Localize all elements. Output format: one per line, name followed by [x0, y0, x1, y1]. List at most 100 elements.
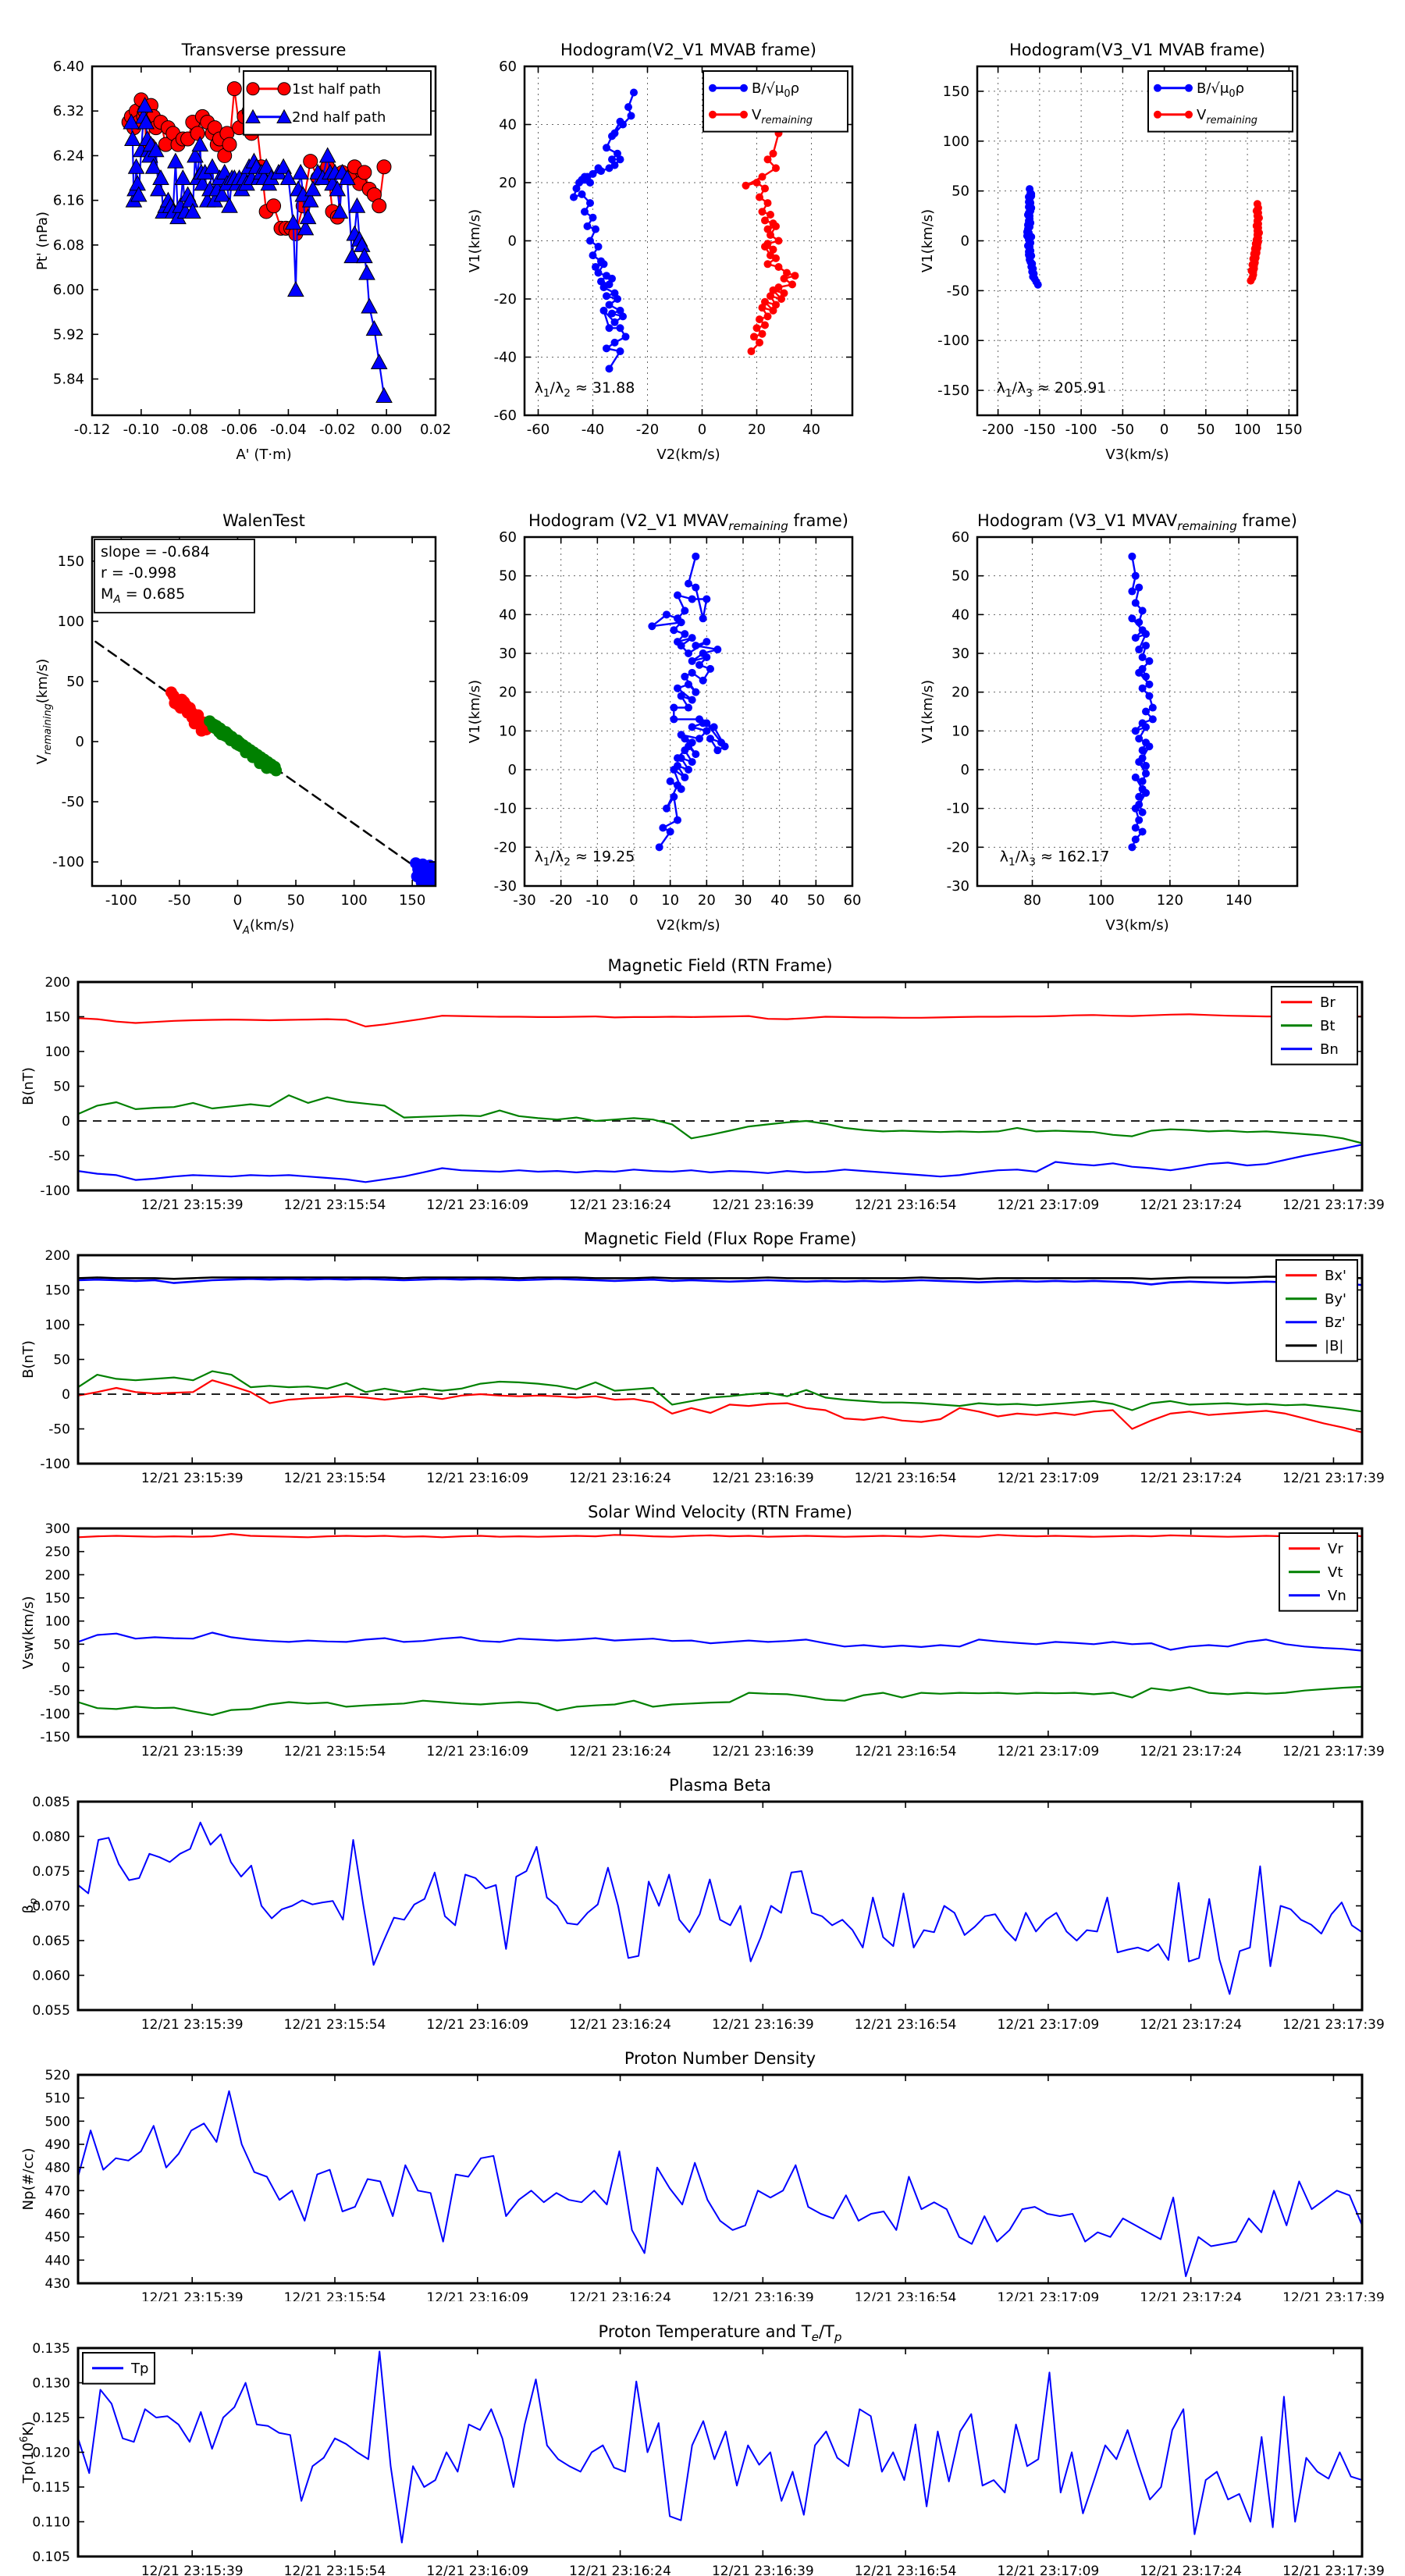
y-axis-label: Tp(106K)	[19, 2421, 37, 2484]
x-tick-label: 50	[807, 892, 825, 909]
y-tick-label: 490	[45, 2137, 70, 2153]
x-tick-label: 100	[1088, 892, 1115, 909]
chart-title: Proton Temperature and Te/Tp	[599, 2322, 842, 2344]
y-tick-label: 6.40	[53, 59, 84, 75]
legend-label: 2nd half path	[292, 109, 386, 126]
y-tick-label: 150	[45, 1010, 70, 1026]
hodogram-v3v1-mvab-chart: -200 -150 -100 -50 0 50 100 150 -150 -100 -50 0 50 10…	[905, 23, 1405, 492]
y-tick-label: 10	[499, 723, 517, 739]
chart-title: WalenTest	[222, 511, 305, 530]
x-axis-label: V3(km/s)	[1105, 447, 1168, 463]
x-tick-label: 12/21 23:16:39	[712, 1197, 814, 1210]
x-tick-label: 20	[698, 892, 716, 909]
x-tick-label: 30	[735, 892, 752, 909]
y-axis-label: Vremaining(km/s)	[34, 659, 54, 764]
y-tick-label: 6.32	[53, 103, 84, 119]
hodogram-v3v1-mvab-series-0	[1023, 185, 1042, 289]
y-tick-label: 460	[45, 2207, 70, 2222]
x-tick-label: 12/21 23:17:24	[1140, 1744, 1242, 1756]
y-tick-label: -40	[494, 350, 517, 366]
annotation: λ1/λ3 ≈ 205.91	[997, 379, 1107, 400]
y-tick-label: -10	[494, 801, 517, 817]
x-tick-label: 12/21 23:15:39	[141, 2290, 244, 2303]
x-tick-label: 12/21 23:15:39	[141, 1197, 244, 1210]
y-tick-label: 520	[45, 2068, 70, 2083]
hodogram-v2v1-mvav-series-0	[648, 552, 729, 852]
x-tick-label: 0.02	[420, 422, 451, 438]
x-tick-label: 12/21 23:16:39	[712, 1744, 814, 1756]
axis-ticks: 12/21 23:15:39 12/21 23:15:54 12/21 23:16:…	[40, 1521, 1384, 1756]
y-tick-label: 430	[45, 2276, 70, 2292]
y-tick-label: 0	[62, 1114, 70, 1130]
legend-label: Bt	[1320, 1018, 1335, 1034]
x-axis-label: VA(km/s)	[233, 917, 295, 937]
y-tick-label: 250	[45, 1545, 70, 1560]
solar-wind-velocity-series-2	[76, 1631, 1364, 1652]
y-tick-label: 0.070	[32, 1899, 70, 1915]
x-tick-label: 12/21 23:17:09	[998, 2290, 1100, 2303]
x-tick-label: 12/21 23:16:24	[569, 2017, 671, 2030]
y-tick-label: -150	[40, 1730, 70, 1745]
x-tick-label: 0	[233, 892, 242, 909]
x-tick-label: 12/21 23:17:09	[998, 2017, 1100, 2030]
legend-label: Bn	[1320, 1041, 1339, 1058]
y-tick-label: 30	[951, 646, 969, 662]
grid	[977, 66, 1297, 415]
x-tick-label: 12/21 23:16:54	[855, 2564, 957, 2576]
y-tick-label: -60	[494, 407, 517, 424]
legend-label: Vremaining	[1197, 107, 1257, 126]
x-tick-label: 140	[1225, 892, 1252, 909]
y-tick-label: 6.24	[53, 148, 84, 164]
y-tick-label: 20	[499, 175, 517, 191]
axis-ticks: -0.12 -0.10 -0.08 -0.06 -0.04 -0.02 0.00 0.02 5.…	[53, 59, 451, 438]
x-axis-label: V3(km/s)	[1105, 917, 1168, 934]
x-tick-label: 50	[287, 892, 305, 909]
x-axis-label: A' (T·m)	[236, 447, 291, 463]
chart-title: Plasma Beta	[669, 1776, 771, 1795]
x-tick-label: 12/21 23:17:09	[998, 1471, 1100, 1483]
y-tick-label: -30	[494, 878, 517, 895]
x-tick-label: 100	[1234, 422, 1261, 438]
y-tick-label: 100	[58, 614, 84, 630]
y-tick-label: 50	[53, 1353, 70, 1368]
x-tick-label: -0.06	[221, 422, 258, 438]
stats-line: r = -0.998	[101, 564, 176, 582]
x-tick-label: 12/21 23:17:39	[1282, 1197, 1385, 1210]
hodogram-v2v1-mvab-chart: -60 -40 -20 0 20 40 -60 -40 -20 0 20 40 60 Hodogram(V…	[468, 23, 905, 492]
annotation: λ1/λ2 ≈ 19.25	[535, 849, 635, 869]
y-tick-label: 0.105	[32, 2549, 70, 2565]
axis-ticks: -200 -150 -100 -50 0 50 100 150 -150 -100 -50 0 50 10…	[937, 66, 1303, 438]
y-tick-label: 0	[62, 1387, 70, 1403]
y-tick-label: 150	[58, 553, 84, 570]
x-tick-label: 12/21 23:16:09	[426, 2017, 528, 2030]
walen-test-chart: -100 -50 0 50 100 150 -100 -50 0 50 100 150 WalenTes…	[23, 492, 468, 960]
legend: Tp	[82, 2352, 155, 2385]
y-tick-label: 50	[53, 1080, 70, 1095]
y-tick-label: 40	[499, 117, 517, 133]
y-tick-label: 440	[45, 2253, 70, 2268]
walen-test-series-1	[165, 686, 212, 737]
x-tick-label: 40	[770, 892, 788, 909]
chart-title: Solar Wind Velocity (RTN Frame)	[588, 1503, 852, 1521]
y-tick-label: 50	[66, 674, 84, 690]
y-tick-label: 0.135	[32, 2341, 70, 2357]
x-tick-label: -0.08	[172, 422, 208, 438]
legend: 1st half path 2nd half path	[243, 70, 432, 136]
y-tick-label: 30	[499, 646, 517, 662]
y-axis-label: Pt' (nPa)	[34, 212, 51, 270]
y-tick-label: 150	[45, 1283, 70, 1299]
x-tick-label: 12/21 23:16:54	[855, 1744, 957, 1756]
y-tick-label: 10	[951, 723, 969, 739]
y-tick-label: 50	[951, 568, 969, 585]
x-tick-label: 12/21 23:16:09	[426, 1197, 528, 1210]
x-tick-label: -20	[636, 422, 659, 438]
y-axis-label: Np(#/cc)	[20, 2148, 37, 2211]
transverse-pressure-chart: -0.12 -0.10 -0.08 -0.06 -0.04 -0.02 0.00 0.02 5.…	[23, 23, 468, 492]
legend: B/√μ0ρ Vremaining	[702, 70, 848, 133]
x-tick-label: -100	[105, 892, 137, 909]
legend: B/√μ0ρ Vremaining	[1147, 70, 1293, 133]
y-tick-label: 100	[943, 133, 969, 150]
legend-label: Bz'	[1325, 1315, 1346, 1331]
magnetic-field-rtn-chart: 12/21 23:15:39 12/21 23:15:54 12/21 23:16:…	[0, 937, 1405, 1210]
y-tick-label: -20	[947, 839, 969, 856]
